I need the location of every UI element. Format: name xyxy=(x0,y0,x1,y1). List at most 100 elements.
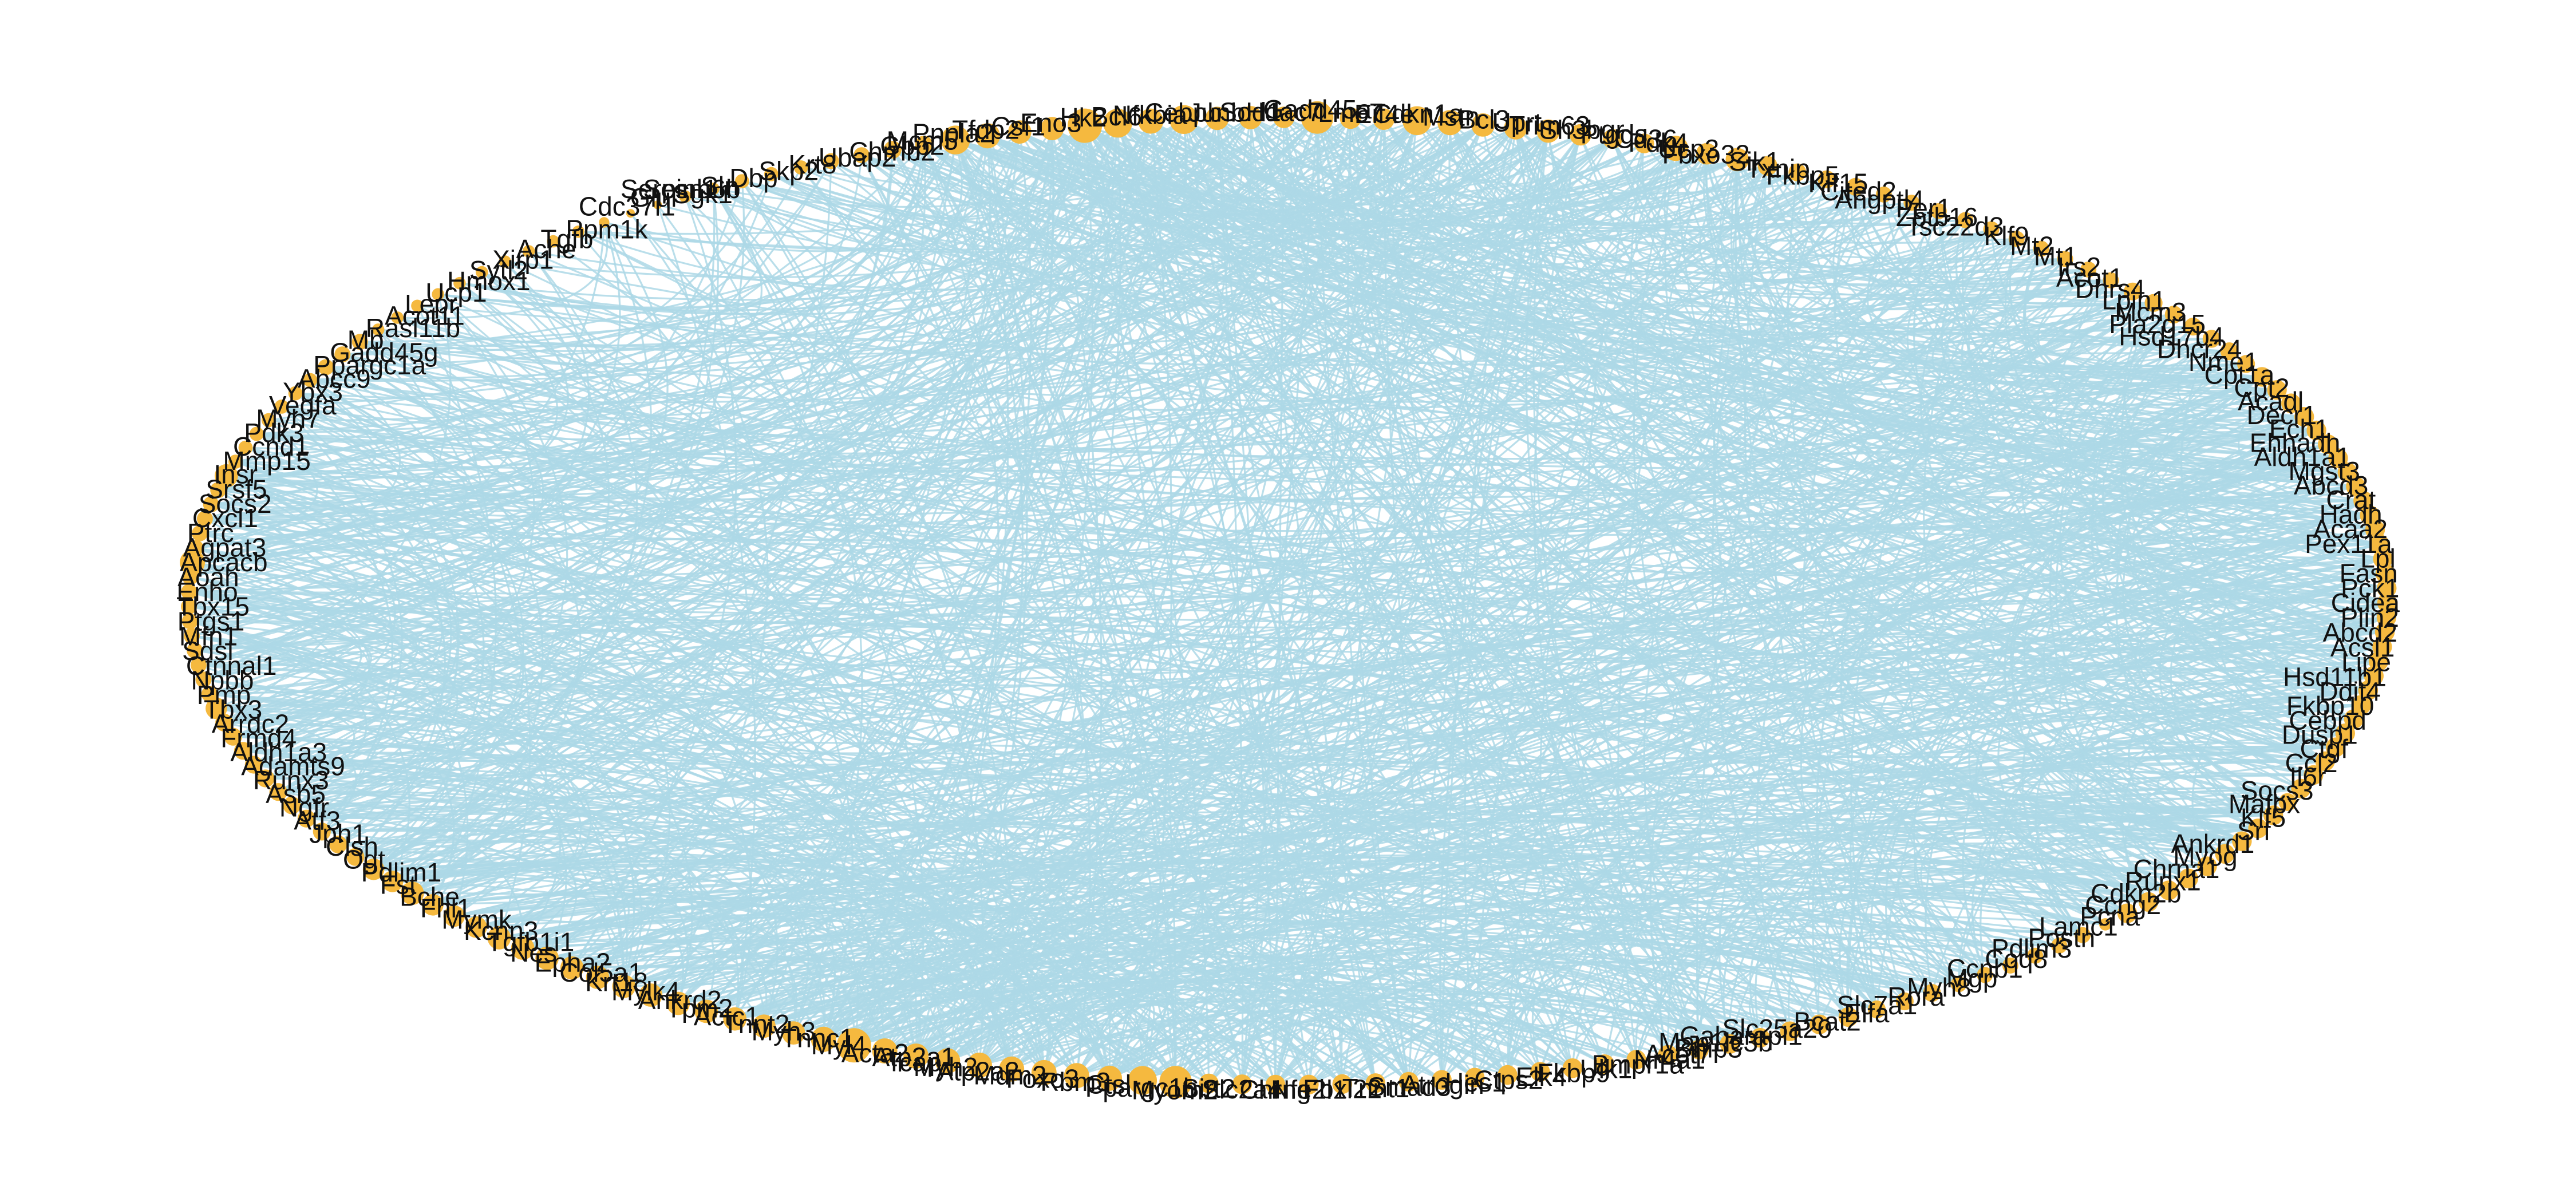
node-label-sytl2: Sytl2 xyxy=(469,255,528,285)
network-edge xyxy=(763,979,1013,1069)
network-edge xyxy=(1308,675,2374,1086)
node-label-insr: Insr xyxy=(214,460,258,489)
node-label-sod1: Sod1 xyxy=(1219,97,1281,126)
network-node-mt1 xyxy=(2057,251,2073,267)
network-edge xyxy=(1441,172,1799,1080)
network-edge xyxy=(499,746,2336,939)
network-edge xyxy=(946,135,1028,1061)
network-edge xyxy=(1767,165,2246,365)
network-edge xyxy=(1052,128,2326,762)
network-node-eif4e xyxy=(1373,108,1395,130)
network-edge xyxy=(1749,860,2189,1038)
node-label-acaa2: Acaa2 xyxy=(2313,514,2388,544)
network-edge xyxy=(1011,955,1637,1070)
node-label-fkbp5: Fkbp5 xyxy=(1766,161,1839,191)
network-edge xyxy=(1869,429,2317,1010)
node-label-cpt2: Cpt2 xyxy=(2234,373,2289,403)
node-label-ech1: Ech1 xyxy=(2269,414,2329,444)
node-label-fbxl22: Fbxl22 xyxy=(1303,1074,1382,1104)
network-node-acot1 xyxy=(2103,272,2119,288)
network-edge xyxy=(192,562,371,766)
network-node-pck1 xyxy=(2377,578,2397,598)
network-node-mcm3 xyxy=(2164,306,2183,324)
network-edge xyxy=(2107,572,2386,879)
network-node-ache xyxy=(522,245,535,258)
node-label-cdc37l1: Cdc37l1 xyxy=(579,192,675,222)
network-edge xyxy=(1108,1003,1155,1081)
network-node-ccl2 xyxy=(2315,751,2335,772)
network-edge xyxy=(861,153,1707,231)
node-label-ptgds: Ptgds xyxy=(1581,120,1648,149)
node-label-mt1: Mt1 xyxy=(2034,242,2078,271)
network-node-lepr xyxy=(411,299,424,313)
network-edge xyxy=(1906,219,2364,502)
network-edge xyxy=(306,294,535,820)
network-edge xyxy=(432,128,1053,906)
node-label-mmp15: Mmp15 xyxy=(223,446,310,476)
network-edge xyxy=(771,173,2230,354)
network-edge xyxy=(623,675,2374,987)
network-edge xyxy=(2072,703,2362,903)
network-node-epha2 xyxy=(535,946,559,970)
node-label-trim63: Trim63 xyxy=(1509,110,1590,140)
network-edge xyxy=(596,212,769,978)
network-edge xyxy=(1208,314,2175,1084)
node-label-krt18: Krt18 xyxy=(585,967,648,997)
network-edge xyxy=(504,120,1418,279)
network-node-krt8 xyxy=(793,160,808,175)
node-label-hk2: Hk2 xyxy=(1060,102,1107,132)
network-edge xyxy=(853,124,1484,1046)
network-node-rbm3 xyxy=(1064,1063,1089,1089)
network-edge xyxy=(1084,125,2369,691)
node-label-atf3: Atf3 xyxy=(294,806,341,836)
node-label-lipe: Lipe xyxy=(2341,647,2391,677)
network-edge xyxy=(226,475,1343,1085)
network-edge xyxy=(1241,134,1582,1085)
network-edge xyxy=(771,125,1086,219)
network-edge xyxy=(355,122,1119,858)
network-node-mgst3 xyxy=(2337,462,2357,483)
node-label-socs2: Socs2 xyxy=(199,489,272,519)
network-edge xyxy=(741,180,1541,1073)
node-label-ankrd1: Ankrd1 xyxy=(2171,829,2255,859)
node-label-ppm1k: Ppm1k xyxy=(566,215,648,244)
network-edge xyxy=(1216,117,2385,634)
network-edge xyxy=(199,171,1798,535)
network-node-hsd17b4 xyxy=(2202,330,2221,348)
node-label-ptrc: Ptrc xyxy=(187,518,234,548)
node-label-nfkbia: Nfkbia xyxy=(1113,100,1188,130)
network-node-nes xyxy=(511,936,535,960)
node-label-pcna: Pcna xyxy=(2080,902,2140,931)
node-label-klf9: Klf9 xyxy=(1984,221,2029,251)
network-edge xyxy=(1117,122,1730,1045)
node-label-skp2: Skp2 xyxy=(758,156,819,186)
network-edge xyxy=(1918,211,2089,284)
network-node-ankrd1 xyxy=(2232,831,2252,851)
node-label-nes: Nes xyxy=(510,938,557,967)
node-label-tpm2: Tpm2 xyxy=(666,994,733,1023)
network-edge xyxy=(2059,557,2383,855)
network-node-sytl2 xyxy=(476,266,488,279)
network-edge xyxy=(1044,1009,1541,1074)
network-node-sln xyxy=(707,182,720,195)
network-edge xyxy=(947,350,2230,1062)
network-edge xyxy=(1482,124,2383,648)
network-node-myl4 xyxy=(811,1026,836,1052)
network-node-gadd45a xyxy=(1301,101,1334,134)
network-edge xyxy=(432,127,1516,906)
network-edge xyxy=(378,329,2314,776)
network-edge xyxy=(233,736,582,939)
network-node-il6r xyxy=(2304,765,2324,785)
network-edge xyxy=(306,689,2368,820)
node-label-rora: Rora xyxy=(1887,982,1945,1011)
network-node-tnnt2 xyxy=(723,1007,747,1031)
node-label-mafbx: Mafbx xyxy=(2229,789,2300,819)
network-node-myh7 xyxy=(261,413,276,428)
network-edge xyxy=(325,366,2325,762)
network-edge xyxy=(309,379,460,858)
node-label-plin2: Plin2 xyxy=(2341,603,2399,632)
network-node-slc25a20 xyxy=(1809,1014,1830,1034)
node-label-rbm3: Rbm3 xyxy=(1040,1067,1111,1097)
network-edge xyxy=(1883,194,2374,677)
network-edge xyxy=(1789,186,1913,259)
